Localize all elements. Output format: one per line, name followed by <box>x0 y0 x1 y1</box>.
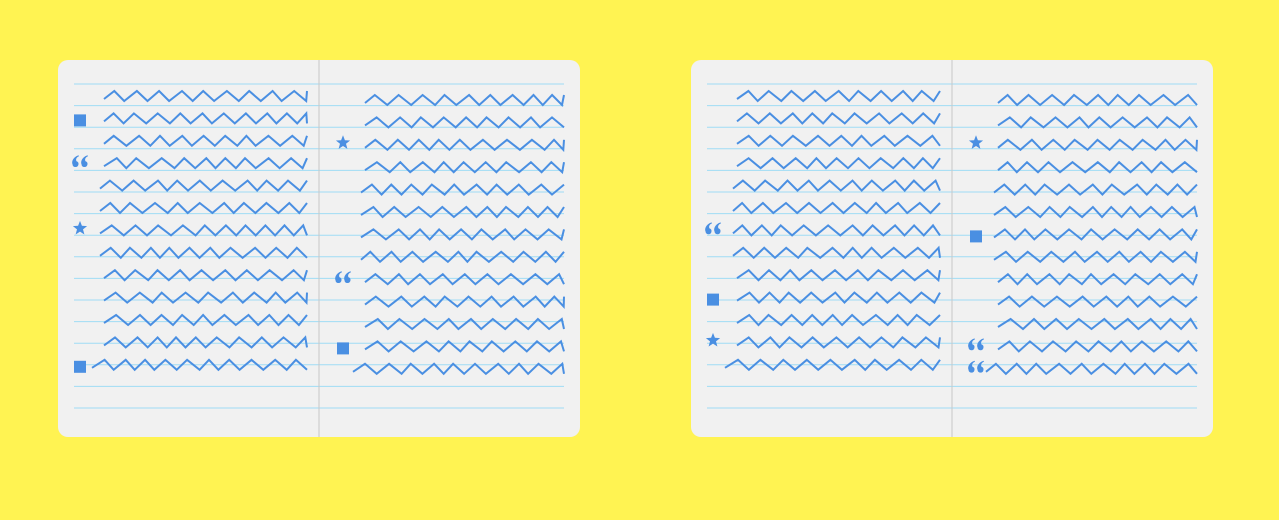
scribble-line <box>103 335 308 349</box>
scribble-line <box>360 227 565 242</box>
scribble-line <box>364 160 565 175</box>
scribble-line <box>99 223 308 237</box>
scribble-line <box>736 112 941 125</box>
scribble-line <box>103 313 308 327</box>
quote-icon <box>968 338 984 351</box>
scribble-line <box>736 336 941 350</box>
quote-mark-stroke <box>705 222 712 235</box>
scribble-line <box>736 134 941 148</box>
scribble-line <box>91 358 308 372</box>
quote-mark-stroke <box>81 155 88 168</box>
scribble-line <box>997 160 1198 174</box>
scribble-line <box>99 201 308 215</box>
scribble-line <box>736 89 941 103</box>
quote-mark-stroke <box>335 271 342 284</box>
scribble-line <box>736 268 941 283</box>
quote-icon <box>968 360 984 373</box>
square-icon <box>74 360 86 373</box>
scribble-line <box>736 291 941 305</box>
star-icon <box>968 135 984 149</box>
scribble-line <box>360 250 565 264</box>
scribble-line <box>364 138 565 153</box>
scribble-line <box>103 156 308 170</box>
scribble-line <box>103 89 308 104</box>
quote-mark-stroke <box>968 338 975 351</box>
scribble-line <box>364 317 565 331</box>
quote-icon <box>72 155 88 168</box>
scribble-line <box>997 93 1198 107</box>
scribble-line <box>997 317 1198 331</box>
scribble-line <box>997 138 1198 152</box>
scribble-line <box>736 156 941 170</box>
scribble-line <box>103 268 308 283</box>
scribble-line <box>103 134 308 148</box>
scribble-line <box>360 205 565 219</box>
scribble-line <box>364 295 565 310</box>
quote-mark-stroke <box>714 222 721 235</box>
scribble-line <box>993 250 1198 264</box>
scribble-line <box>724 358 941 372</box>
scribble-line <box>997 272 1198 286</box>
square-icon <box>970 230 982 243</box>
quote-mark-stroke <box>968 360 975 373</box>
star-icon <box>705 332 721 347</box>
quote-mark-stroke <box>344 271 351 284</box>
quote-icon <box>335 271 351 284</box>
quote-mark-stroke <box>977 360 984 373</box>
scribble-line <box>732 245 941 260</box>
scribble-line <box>997 339 1198 353</box>
scribble-line <box>732 178 941 193</box>
quote-mark-stroke <box>72 155 79 168</box>
square-icon <box>707 293 719 306</box>
quote-icon <box>705 222 721 235</box>
scribble-line <box>732 201 941 215</box>
scribble-line <box>993 183 1198 197</box>
notebook-1-drawing <box>72 60 565 437</box>
scribble-line <box>99 246 308 260</box>
star-icon <box>335 135 351 149</box>
scribble-line <box>993 205 1198 219</box>
notebook-2-drawing <box>705 60 1198 437</box>
star-icon <box>72 220 88 235</box>
scribble-line <box>99 179 308 193</box>
square-icon <box>74 114 86 127</box>
scribble-line <box>993 227 1198 242</box>
scribble-line <box>103 291 308 306</box>
scribble-line <box>732 223 941 237</box>
notebook-1 <box>58 60 580 437</box>
scribble-line <box>364 115 565 129</box>
notebook-2 <box>691 60 1213 437</box>
scribble-line <box>364 93 565 108</box>
scribble-line <box>360 183 565 197</box>
scribble-line <box>997 295 1198 308</box>
scribble-line <box>736 313 941 327</box>
scribble-line <box>352 361 565 376</box>
scribble-line <box>997 115 1198 129</box>
square-icon <box>337 342 349 355</box>
scribble-line <box>364 272 565 286</box>
scribble-line <box>985 362 1198 376</box>
scribble-line <box>103 110 308 125</box>
scribble-line <box>364 339 565 353</box>
quote-mark-stroke <box>977 338 984 351</box>
